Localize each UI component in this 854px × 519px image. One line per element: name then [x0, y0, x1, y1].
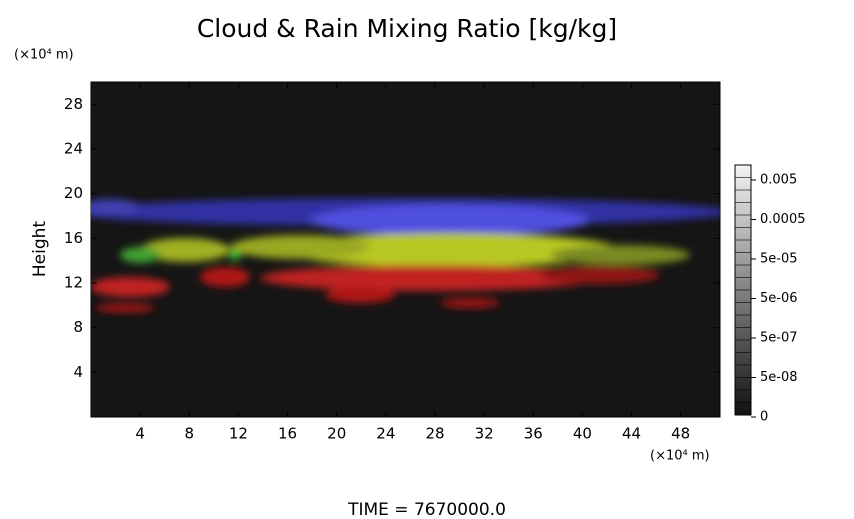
y-tick-label: 4: [73, 363, 83, 381]
y-tick-label: 12: [64, 274, 83, 292]
colorbar-tick-label: 0.0005: [760, 212, 806, 227]
y-tick-label: 16: [64, 229, 83, 247]
colorbar-bands: [735, 177, 751, 403]
footer: TIME = 7670000.0: [347, 500, 506, 519]
colorbar-tick-label: 5e-07: [760, 331, 798, 346]
x-tick-label: 32: [475, 425, 494, 443]
y-tick-label: 8: [73, 318, 83, 336]
x-tick-label: 36: [524, 425, 543, 443]
colorbar-tick-label: 5e-05: [760, 252, 798, 267]
chart-title: Cloud & Rain Mixing Ratio [kg/kg]: [197, 14, 617, 43]
colorbar-tick-label: 0.005: [760, 173, 797, 188]
field-render: [91, 198, 720, 312]
x-tick-label: 16: [278, 425, 297, 443]
colorbar-tick-label: 0: [760, 410, 768, 425]
x-tick-label: 20: [327, 425, 346, 443]
x-tick-label: 24: [376, 425, 395, 443]
colorbar-tick-label: 5e-06: [760, 291, 798, 306]
y-unit: (×10⁴ m): [14, 48, 74, 63]
x-tick-label: 12: [229, 425, 248, 443]
x-tick-label: 4: [135, 425, 145, 443]
x-tick-label: 8: [185, 425, 195, 443]
x-tick-label: 48: [671, 425, 690, 443]
x-unit: (×10⁴ m): [650, 449, 710, 464]
x-tick-label: 40: [573, 425, 592, 443]
y-tick-label: 24: [64, 140, 83, 158]
x-tick-label: 28: [425, 425, 444, 443]
y-tick-label: 28: [64, 95, 83, 113]
y-tick-label: 20: [64, 184, 83, 202]
colorbar-tick-label: 5e-08: [760, 370, 798, 385]
x-tick-label: 44: [622, 425, 641, 443]
y-axis-label: Height: [30, 221, 50, 278]
